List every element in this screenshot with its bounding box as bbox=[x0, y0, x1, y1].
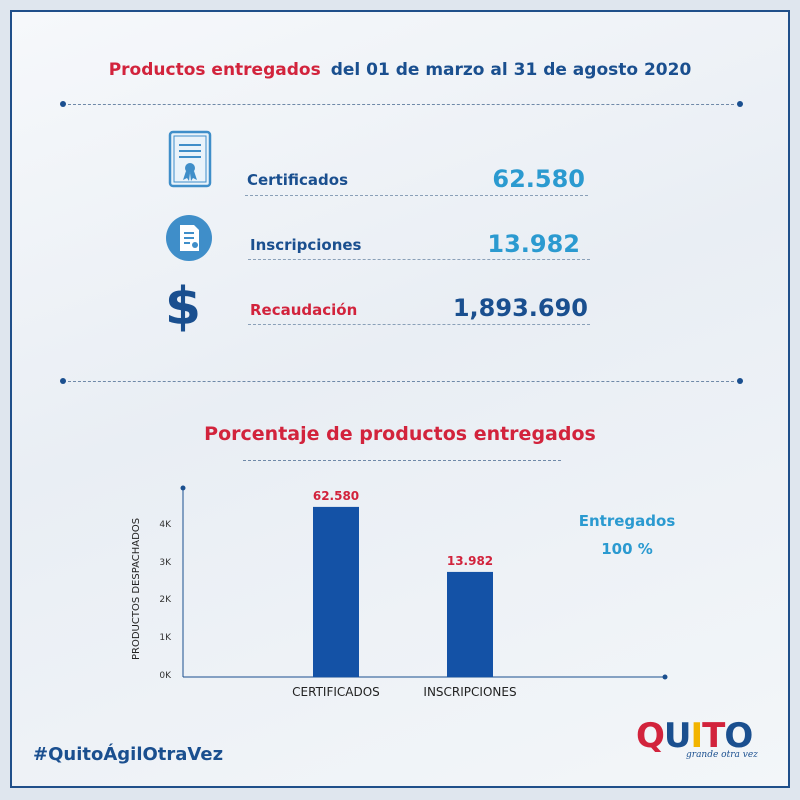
stat-line-inscripciones bbox=[248, 259, 590, 260]
dollar-icon: $ bbox=[162, 276, 204, 337]
frame-border bbox=[10, 10, 790, 788]
divider-dot-right bbox=[737, 101, 743, 107]
stat-value-recaudacion: 1,893.690 bbox=[452, 294, 588, 322]
header-title-blue: del 01 de marzo al 31 de agosto 2020 bbox=[330, 60, 692, 80]
quito-logo: QUITO grande otra vez bbox=[636, 716, 758, 760]
stat-label-certificados: Certificados bbox=[247, 171, 348, 189]
x-category-label: INSCRIPCIONES bbox=[423, 685, 517, 699]
delivered-label: Entregados bbox=[578, 512, 676, 530]
y-tick-label: 3K bbox=[159, 557, 171, 568]
bar bbox=[447, 571, 493, 677]
stat-line-certificados bbox=[245, 195, 588, 196]
x-axis-end-dot bbox=[662, 674, 668, 680]
logo-text: QUITO bbox=[636, 716, 753, 756]
bar-data-label: 62.580 bbox=[312, 488, 360, 503]
header-title: Productos entregados del 01 de marzo al 3… bbox=[0, 60, 800, 80]
y-tick-label: 1K bbox=[159, 633, 171, 644]
logo-tagline: grande otra vez bbox=[686, 750, 758, 760]
y-axis-end-dot bbox=[180, 485, 186, 491]
middle-divider-dot-right bbox=[737, 378, 743, 384]
middle-divider bbox=[68, 381, 734, 382]
y-tick-label: 0K bbox=[159, 671, 171, 681]
stat-value-inscripciones: 13.982 bbox=[487, 230, 580, 258]
divider-dot-left bbox=[60, 101, 66, 107]
header-title-red: Productos entregados bbox=[108, 60, 321, 80]
top-divider bbox=[68, 104, 734, 105]
section-title: Porcentaje de productos entregados bbox=[204, 423, 596, 445]
section-title-underline bbox=[243, 460, 561, 461]
stat-value-certificados: 62.580 bbox=[492, 165, 585, 193]
y-tick-label: 2K bbox=[159, 595, 171, 606]
bar bbox=[313, 506, 359, 677]
stat-line-recaudacion bbox=[248, 324, 590, 325]
middle-divider-dot-left bbox=[60, 378, 66, 384]
certificate-icon bbox=[168, 130, 212, 192]
x-category-label: CERTIFICADOS bbox=[292, 685, 380, 699]
document-icon bbox=[165, 214, 213, 266]
stat-label-recaudacion: Recaudación bbox=[250, 301, 358, 319]
hashtag: #QuitoÁgilOtraVez bbox=[33, 744, 224, 765]
stat-label-inscripciones: Inscripciones bbox=[250, 236, 362, 254]
svg-text:$: $ bbox=[165, 277, 201, 332]
y-tick-label: 4K bbox=[159, 519, 171, 530]
bar-data-label: 13.982 bbox=[446, 553, 494, 568]
delivered-value: 100 % bbox=[601, 540, 653, 558]
